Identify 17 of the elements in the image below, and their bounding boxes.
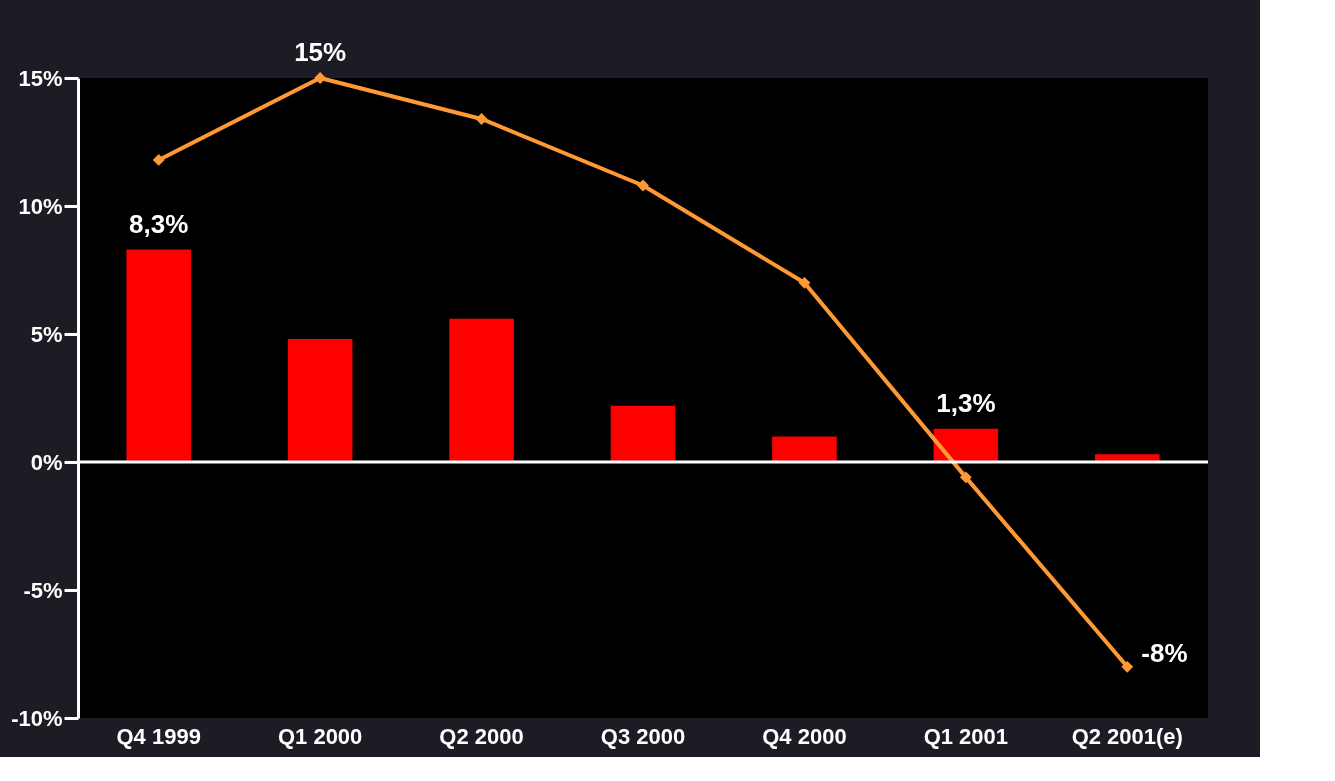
y-tick-label: -5%: [23, 577, 63, 603]
y-tick-label: -10%: [11, 705, 63, 731]
y-tick-label: 0%: [30, 449, 63, 475]
data-label: 15%: [294, 37, 347, 67]
data-label: 1,3%: [936, 387, 996, 418]
y-tick-label: 10%: [18, 193, 63, 219]
y-tick-label: 15%: [18, 65, 63, 91]
x-tick-label: Q1 2000: [277, 723, 363, 749]
data-label: -8%: [1141, 637, 1188, 668]
data-label: 8,3%: [129, 208, 189, 239]
x-tick-label: Q1 2001: [923, 723, 1009, 749]
x-tick-label: Q2 2000: [439, 723, 524, 749]
x-tick-label: Q4 2000: [762, 723, 847, 749]
x-tick-label: Q3 2000: [600, 723, 686, 749]
y-tick-label: 5%: [30, 321, 63, 347]
x-tick-label: Q2 2001(e): [1071, 723, 1183, 749]
x-tick-label: Q4 1999: [116, 723, 201, 749]
